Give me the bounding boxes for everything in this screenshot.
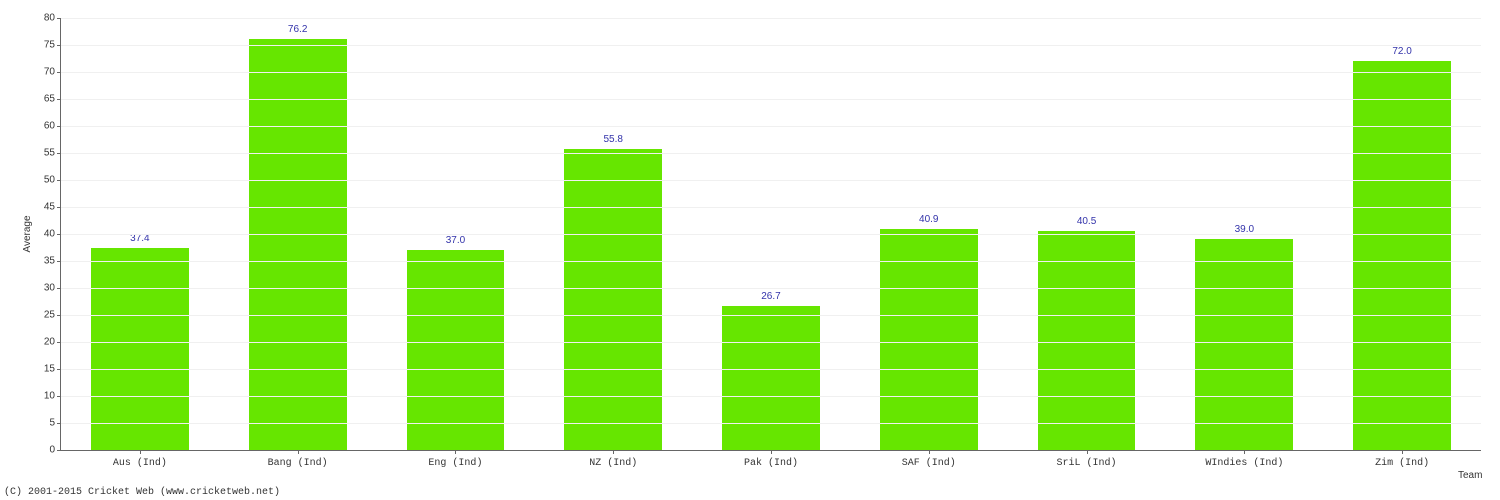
y-tick-label: 55: [44, 148, 61, 159]
bar: 55.8: [564, 149, 662, 450]
y-tick-label: 35: [44, 256, 61, 267]
bar: 37.0: [407, 250, 505, 450]
grid-line: [61, 396, 1481, 397]
y-tick-label: 45: [44, 202, 61, 213]
y-tick-label: 15: [44, 364, 61, 375]
y-tick-label: 65: [44, 94, 61, 105]
bar-value-label: 37.0: [446, 235, 465, 246]
bar: 40.5: [1038, 231, 1136, 450]
x-tick-label: Zim (Ind): [1375, 450, 1429, 469]
y-tick-label: 70: [44, 67, 61, 78]
grid-line: [61, 72, 1481, 73]
y-tick-label: 30: [44, 283, 61, 294]
grid-line: [61, 99, 1481, 100]
chart-container: 37.4 76.2 37.0 55.8 26.7 40.9 40.5 39.0 72.0 0 5 1…: [0, 0, 1500, 500]
x-tick-label: Aus (Ind): [113, 450, 167, 469]
grid-line: [61, 126, 1481, 127]
bar: 76.2: [249, 39, 347, 450]
bar-value-label: 40.5: [1077, 216, 1096, 227]
x-tick-label: SAF (Ind): [902, 450, 956, 469]
bar-value-label: 40.9: [919, 214, 938, 225]
bar: 72.0: [1353, 61, 1451, 450]
bar: 37.4: [91, 248, 189, 450]
bar-value-label: 72.0: [1392, 46, 1411, 57]
y-tick-label: 10: [44, 391, 61, 402]
x-tick-label: SriL (Ind): [1057, 450, 1117, 469]
x-tick-label: Pak (Ind): [744, 450, 798, 469]
x-axis-title: Team: [1458, 470, 1482, 481]
y-tick-label: 80: [44, 13, 61, 24]
bar-value-label: 55.8: [603, 134, 622, 145]
grid-line: [61, 261, 1481, 262]
bar-value-label: 26.7: [761, 291, 780, 302]
y-tick-label: 25: [44, 310, 61, 321]
grid-line: [61, 180, 1481, 181]
grid-line: [61, 423, 1481, 424]
x-tick-label: WIndies (Ind): [1205, 450, 1283, 469]
x-tick-label: NZ (Ind): [589, 450, 637, 469]
x-tick-label: Bang (Ind): [268, 450, 328, 469]
y-tick-label: 40: [44, 229, 61, 240]
y-axis-title: Average: [22, 215, 33, 252]
bar: 40.9: [880, 229, 978, 450]
grid-line: [61, 234, 1481, 235]
y-tick-label: 20: [44, 337, 61, 348]
grid-line: [61, 342, 1481, 343]
grid-line: [61, 288, 1481, 289]
grid-line: [61, 45, 1481, 46]
footer-copyright: (C) 2001-2015 Cricket Web (www.cricketwe…: [4, 487, 280, 498]
y-tick-label: 50: [44, 175, 61, 186]
bar-value-label: 76.2: [288, 24, 307, 35]
grid-line: [61, 207, 1481, 208]
plot-area: 37.476.237.055.826.740.940.539.072.0 051…: [60, 18, 1481, 451]
y-tick-label: 75: [44, 40, 61, 51]
y-tick-label: 60: [44, 121, 61, 132]
bar: 39.0: [1195, 239, 1293, 450]
grid-line: [61, 369, 1481, 370]
grid-line: [61, 315, 1481, 316]
grid-line: [61, 153, 1481, 154]
grid-line: [61, 18, 1481, 19]
bar: 26.7: [722, 306, 820, 450]
y-tick-label: 0: [49, 445, 61, 456]
y-tick-label: 5: [49, 418, 61, 429]
x-tick-label: Eng (Ind): [428, 450, 482, 469]
